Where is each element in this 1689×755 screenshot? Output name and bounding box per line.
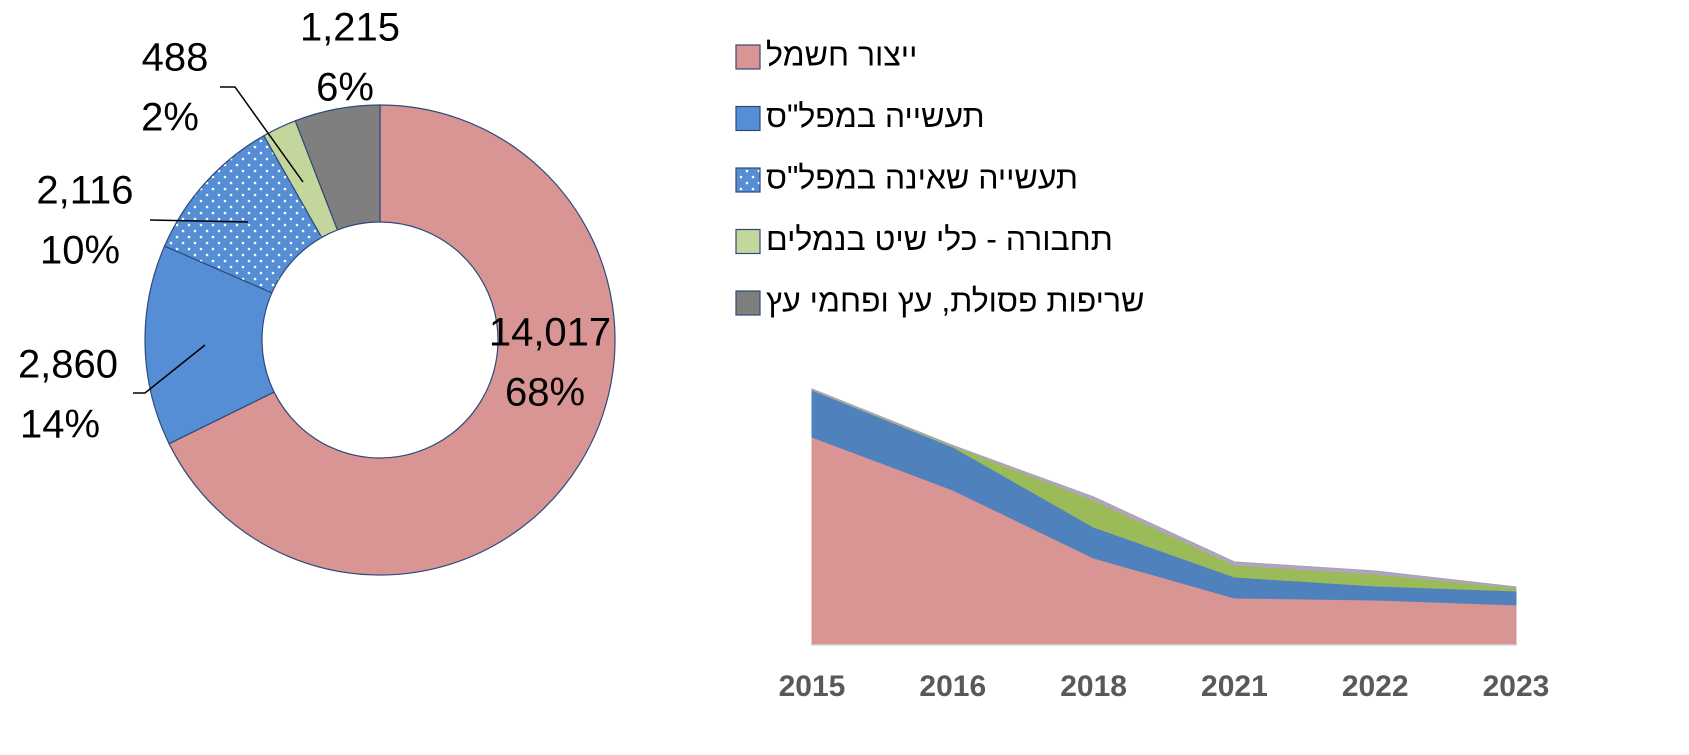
leader-line: [149, 219, 249, 223]
percent-label: 14%: [20, 403, 100, 447]
donut-slice: [168, 104, 616, 576]
value-label: 2,116: [36, 169, 133, 213]
leader-line: [220, 86, 304, 183]
value-label: 488: [142, 36, 209, 80]
x-tick-label: 2015: [779, 670, 846, 703]
value-label: 2,860: [18, 343, 118, 387]
x-tick-label: 2021: [1201, 670, 1268, 703]
x-tick-label: 2016: [919, 670, 986, 703]
value-label: 14,017: [489, 311, 611, 355]
legend-label: תעשייה במפל"ס: [766, 98, 985, 134]
legend-label: תחבורה - כלי שיט בנמלים: [766, 221, 1113, 257]
legend-swatch: [735, 228, 761, 255]
percent-label: 68%: [505, 371, 585, 415]
legend-swatch: [735, 44, 761, 70]
value-label: 1,215: [300, 6, 400, 50]
legend-swatch: [735, 290, 761, 316]
donut-slice: [294, 104, 381, 231]
percent-label: 10%: [40, 229, 120, 273]
legend-swatch: [735, 105, 761, 132]
x-tick-label: 2023: [1483, 670, 1550, 703]
legend-label: ייצור חשמל: [766, 36, 917, 72]
legend-swatch: [735, 167, 761, 193]
percent-label: 6%: [316, 66, 374, 110]
percent-label: 2%: [141, 96, 199, 140]
legend-label: תעשייה שאינה במפל"ס: [766, 159, 1078, 195]
area: [811, 388, 1517, 588]
leader-line: [133, 344, 206, 394]
legend-label: שריפות פסולת, עץ ופחמי עץ: [766, 282, 1144, 318]
x-tick-label: 2018: [1060, 670, 1127, 703]
x-tick-label: 2022: [1342, 670, 1409, 703]
